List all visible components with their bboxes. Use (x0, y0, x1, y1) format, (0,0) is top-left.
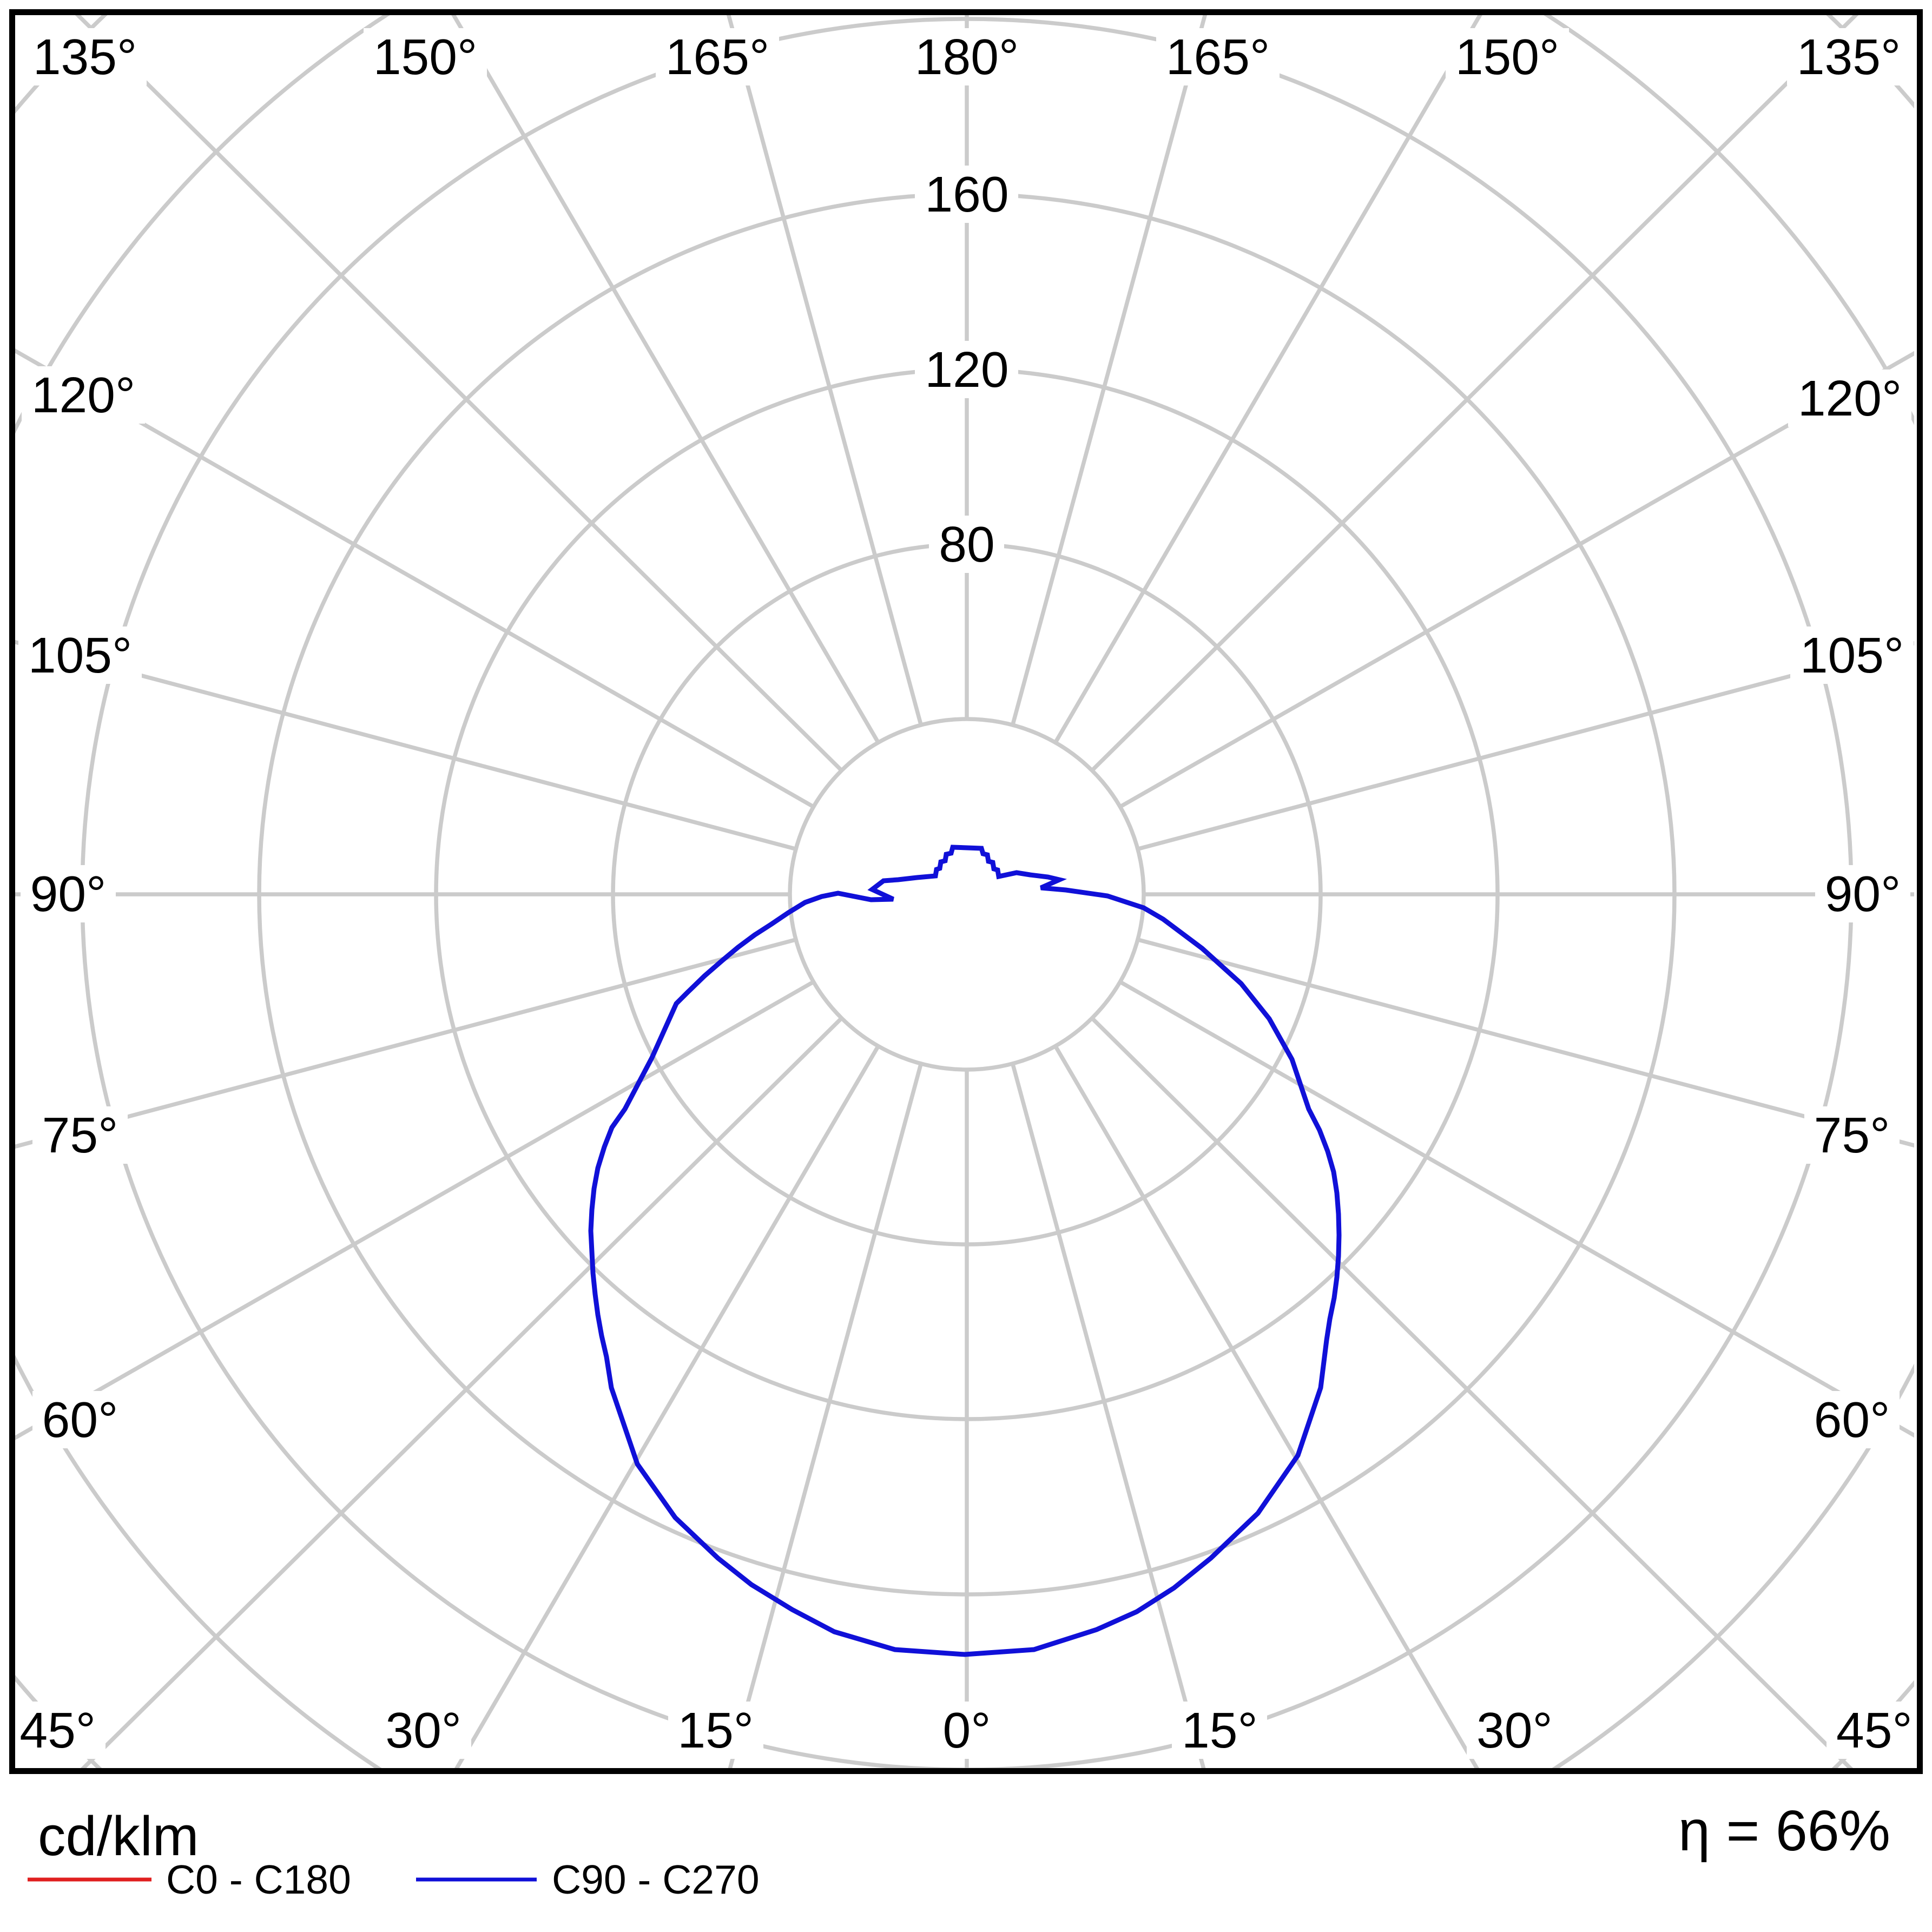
svg-text:η = 66%: η = 66% (1678, 1799, 1890, 1863)
svg-text:105°: 105° (1800, 627, 1904, 683)
svg-text:165°: 165° (665, 29, 769, 85)
svg-text:0°: 0° (943, 1702, 991, 1758)
svg-text:45°: 45° (19, 1702, 96, 1758)
svg-text:150°: 150° (1455, 29, 1559, 85)
svg-text:C90 - C270: C90 - C270 (552, 1857, 760, 1902)
svg-text:30°: 30° (1476, 1702, 1553, 1758)
svg-text:C0 - C180: C0 - C180 (166, 1857, 351, 1902)
svg-text:160: 160 (925, 166, 1008, 222)
svg-text:75°: 75° (42, 1107, 118, 1163)
svg-text:90°: 90° (30, 866, 107, 922)
svg-text:60°: 60° (42, 1392, 118, 1448)
svg-text:135°: 135° (33, 29, 137, 85)
svg-text:150°: 150° (373, 29, 477, 85)
svg-text:45°: 45° (1836, 1702, 1913, 1758)
svg-text:80: 80 (939, 516, 994, 572)
svg-text:90°: 90° (1825, 866, 1901, 922)
svg-text:120°: 120° (1798, 370, 1902, 426)
svg-text:15°: 15° (1182, 1702, 1258, 1758)
svg-text:60°: 60° (1814, 1392, 1890, 1448)
svg-text:180°: 180° (915, 29, 1019, 85)
svg-text:cd/klm: cd/klm (38, 1805, 199, 1867)
svg-text:30°: 30° (385, 1702, 461, 1758)
svg-text:165°: 165° (1166, 29, 1270, 85)
svg-text:120: 120 (925, 341, 1008, 398)
svg-text:120°: 120° (31, 367, 135, 423)
svg-text:105°: 105° (28, 627, 132, 683)
svg-text:15°: 15° (677, 1702, 754, 1758)
svg-text:135°: 135° (1797, 29, 1901, 85)
svg-text:75°: 75° (1814, 1107, 1890, 1163)
